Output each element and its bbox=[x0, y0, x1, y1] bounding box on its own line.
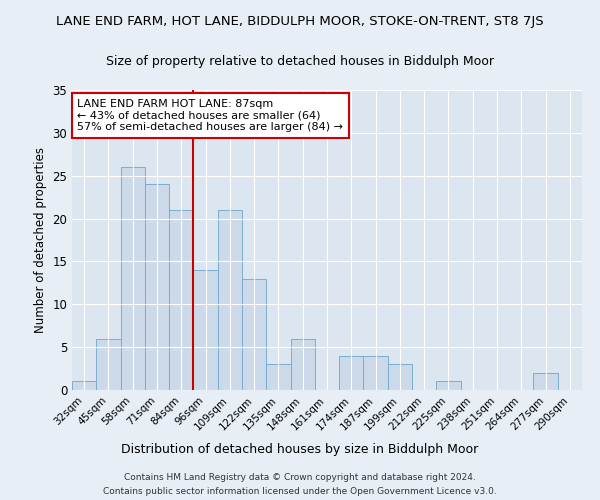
Bar bbox=[533, 373, 558, 390]
Text: LANE END FARM, HOT LANE, BIDDULPH MOOR, STOKE-ON-TRENT, ST8 7JS: LANE END FARM, HOT LANE, BIDDULPH MOOR, … bbox=[56, 15, 544, 28]
Text: Contains HM Land Registry data © Crown copyright and database right 2024.: Contains HM Land Registry data © Crown c… bbox=[124, 472, 476, 482]
Bar bbox=[436, 382, 461, 390]
Bar bbox=[193, 270, 218, 390]
Text: Size of property relative to detached houses in Biddulph Moor: Size of property relative to detached ho… bbox=[106, 55, 494, 68]
Bar bbox=[242, 278, 266, 390]
Bar bbox=[388, 364, 412, 390]
Bar bbox=[72, 382, 96, 390]
Bar bbox=[266, 364, 290, 390]
Bar bbox=[218, 210, 242, 390]
Y-axis label: Number of detached properties: Number of detached properties bbox=[34, 147, 47, 333]
Bar bbox=[121, 167, 145, 390]
Text: Distribution of detached houses by size in Biddulph Moor: Distribution of detached houses by size … bbox=[121, 442, 479, 456]
Bar bbox=[96, 338, 121, 390]
Text: LANE END FARM HOT LANE: 87sqm
← 43% of detached houses are smaller (64)
57% of s: LANE END FARM HOT LANE: 87sqm ← 43% of d… bbox=[77, 99, 343, 132]
Bar bbox=[339, 356, 364, 390]
Bar bbox=[169, 210, 193, 390]
Bar bbox=[145, 184, 169, 390]
Bar bbox=[290, 338, 315, 390]
Text: Contains public sector information licensed under the Open Government Licence v3: Contains public sector information licen… bbox=[103, 488, 497, 496]
Bar bbox=[364, 356, 388, 390]
